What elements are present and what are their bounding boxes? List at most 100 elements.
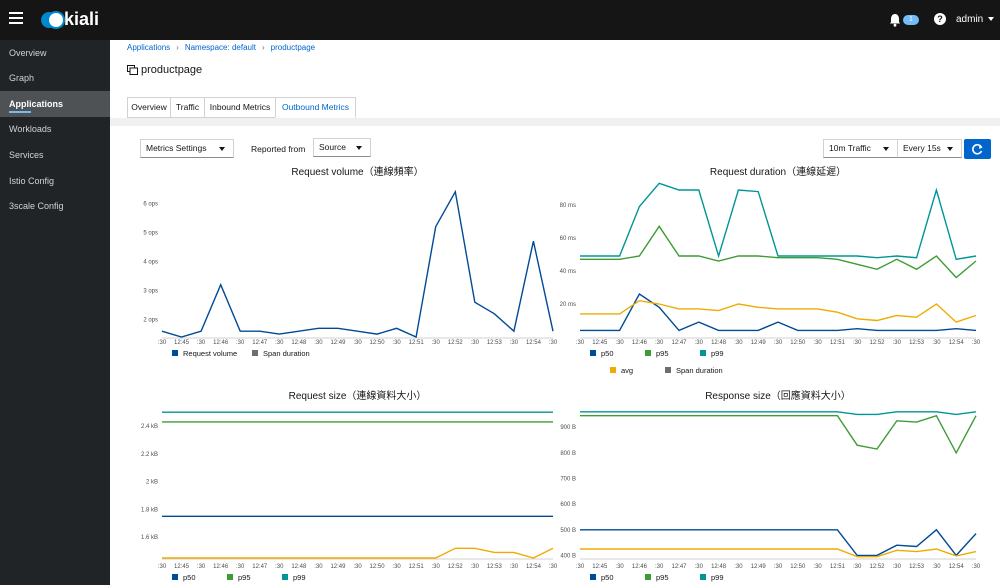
x-tick-label: 12:52: [869, 564, 885, 570]
y-tick-label: 4 ops: [143, 260, 158, 266]
x-tick-label: 12:51: [830, 340, 846, 346]
x-tick-label: :30: [510, 564, 519, 570]
legend-swatch: [645, 574, 651, 580]
kiali-logo[interactable]: [36, 9, 106, 31]
x-tick-label: 12:53: [487, 340, 503, 346]
series-line-avg: [580, 548, 977, 558]
x-tick-label: 12:52: [448, 340, 464, 346]
help-icon[interactable]: ?: [934, 13, 946, 25]
y-tick-label: 3 ops: [143, 289, 158, 295]
x-tick-label: 12:45: [174, 340, 190, 346]
breadcrumb-namespace[interactable]: Namespace: default: [184, 43, 256, 52]
sidebar-item-3scale-config[interactable]: 3scale Config: [9, 201, 64, 211]
x-tick-label: 12:51: [830, 564, 846, 570]
y-tick-label: 2 kB: [146, 480, 158, 486]
traffic-range-value: 10m Traffic: [829, 143, 871, 153]
x-tick-label: :30: [392, 564, 401, 570]
x-tick-label: 12:48: [291, 564, 307, 570]
x-tick-label: :30: [158, 564, 167, 570]
series-line-request-volume: [161, 189, 554, 339]
breadcrumb-current[interactable]: productpage: [270, 43, 316, 52]
x-tick-label: :30: [972, 564, 981, 570]
x-tick-label: :30: [392, 340, 401, 346]
bell-icon[interactable]: [889, 13, 901, 27]
legend-label: p95: [238, 573, 251, 582]
refresh-interval-dropdown[interactable]: Every 15s: [897, 139, 962, 158]
legend-swatch: [172, 574, 178, 580]
x-tick-label: 12:45: [174, 564, 190, 570]
application-icon: [127, 65, 138, 75]
user-menu[interactable]: admin: [956, 14, 984, 25]
x-tick-label: 12:54: [526, 564, 542, 570]
y-tick-label: 60 ms: [560, 236, 576, 242]
x-tick-label: 12:46: [632, 564, 648, 570]
caret-down-icon: [356, 146, 362, 150]
x-tick-label: 12:53: [909, 340, 925, 346]
legend-swatch: [700, 350, 706, 356]
legend-label: p50: [601, 349, 614, 358]
y-tick-label: 1.6 kB: [141, 535, 158, 541]
x-tick-label: :30: [734, 564, 743, 570]
sidebar-item-overview[interactable]: Overview: [9, 48, 47, 58]
legend-label: avg: [621, 366, 633, 375]
refresh-icon: [972, 143, 983, 155]
x-tick-label: 12:49: [751, 564, 767, 570]
x-tick-label: :30: [236, 340, 245, 346]
breadcrumb: Applications › Namespace: default › productp…: [127, 43, 315, 52]
refresh-interval-value: Every 15s: [903, 143, 941, 153]
caret-down-icon: [219, 147, 225, 151]
y-tick-label: 400 B: [560, 553, 576, 559]
notification-badge[interactable]: 1: [903, 15, 919, 25]
sidebar-item-istio-config[interactable]: Istio Config: [9, 176, 55, 186]
x-tick-label: :30: [893, 340, 902, 346]
x-tick-label: 12:48: [711, 564, 727, 570]
caret-down-icon[interactable]: [988, 17, 994, 21]
x-tick-label: :30: [549, 564, 558, 570]
legend-label: p50: [601, 573, 614, 582]
x-tick-label: 12:52: [448, 564, 464, 570]
metrics-settings-dropdown[interactable]: Metrics Settings: [140, 139, 234, 158]
legend-label: p95: [656, 573, 669, 582]
x-tick-label: 12:54: [526, 340, 542, 346]
sidebar-item-graph[interactable]: Graph: [9, 73, 35, 83]
breadcrumb-applications[interactable]: Applications: [127, 43, 171, 52]
tab-inbound-metrics[interactable]: Inbound Metrics: [204, 97, 276, 118]
x-tick-label: 12:51: [409, 340, 425, 346]
x-tick-label: 12:46: [213, 340, 229, 346]
x-tick-label: 12:52: [869, 340, 885, 346]
sidebar-item-applications[interactable]: Applications: [0, 91, 110, 117]
x-tick-label: :30: [471, 564, 480, 570]
tab-overview[interactable]: Overview: [127, 97, 171, 118]
x-tick-label: :30: [853, 564, 862, 570]
content-divider: [110, 118, 1000, 126]
reported-from-dropdown[interactable]: Source: [313, 138, 371, 157]
x-tick-label: :30: [275, 564, 284, 570]
x-tick-label: 12:47: [252, 564, 268, 570]
y-tick-label: 20 ms: [560, 302, 576, 308]
x-tick-label: :30: [853, 340, 862, 346]
y-tick-label: 6 ops: [143, 201, 158, 207]
x-tick-label: :30: [615, 564, 624, 570]
x-tick-label: :30: [734, 340, 743, 346]
tab-outbound-metrics[interactable]: Outbound Metrics: [275, 97, 356, 118]
x-tick-label: 12:48: [291, 340, 307, 346]
sidebar-item-workloads[interactable]: Workloads: [9, 124, 52, 134]
legend-swatch: [282, 574, 288, 580]
chevron-right-icon: ›: [176, 43, 179, 52]
traffic-range-dropdown[interactable]: 10m Traffic: [823, 139, 898, 158]
x-tick-label: :30: [655, 340, 664, 346]
x-tick-label: :30: [695, 340, 704, 346]
x-tick-label: 12:47: [671, 564, 687, 570]
metrics-panel: Metrics Settings Reported from Source 10…: [127, 126, 1000, 585]
x-tick-label: 12:48: [711, 340, 727, 346]
menu-toggle-button[interactable]: [9, 12, 23, 26]
x-tick-label: :30: [576, 564, 585, 570]
sidebar-item-services[interactable]: Services: [9, 150, 44, 160]
refresh-button[interactable]: [964, 139, 991, 159]
x-tick-label: :30: [236, 564, 245, 570]
x-tick-label: 12:51: [409, 564, 425, 570]
y-tick-label: 2 ops: [143, 318, 158, 324]
reported-from-value: Source: [319, 142, 346, 152]
sidebar-item-label: Applications: [9, 99, 64, 109]
y-tick-label: 800 B: [560, 451, 576, 457]
